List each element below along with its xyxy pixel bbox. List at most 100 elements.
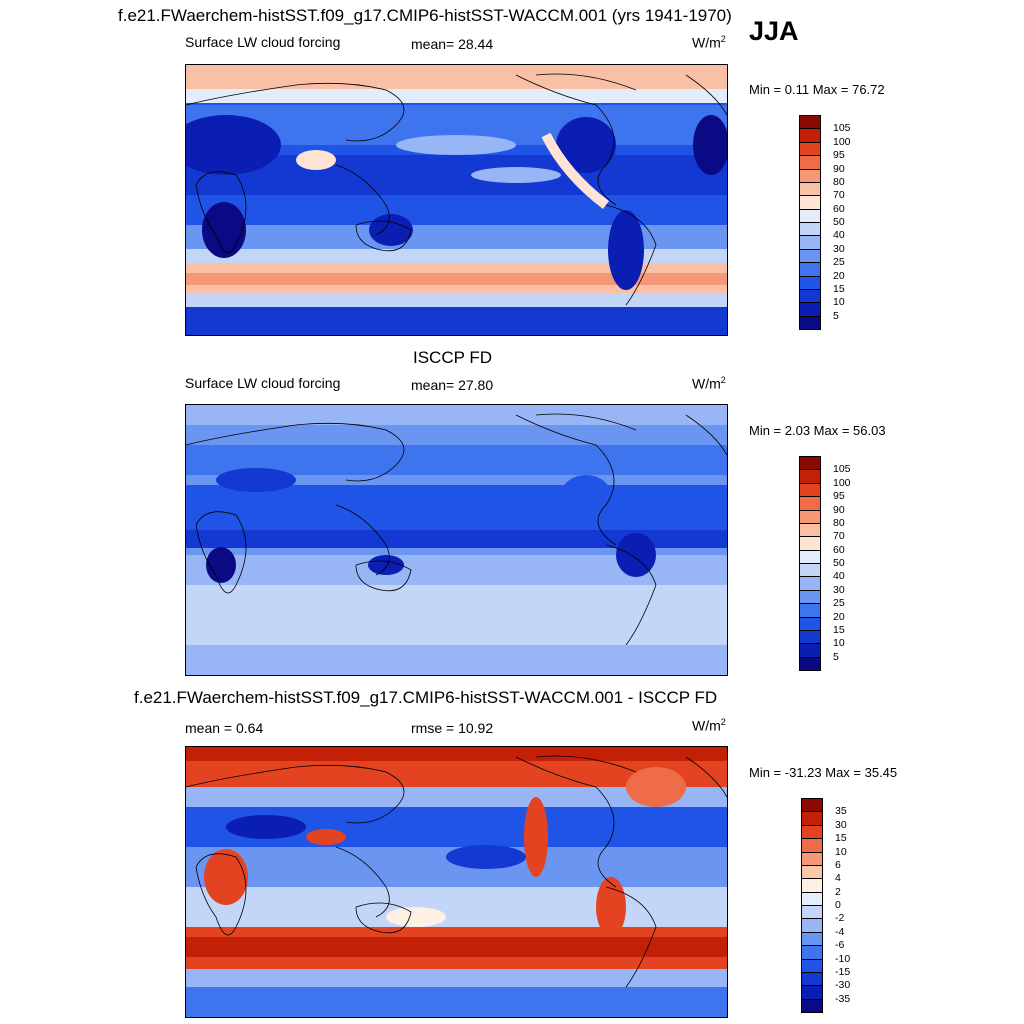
colorbar-label: 20 [833,269,845,282]
colorbar-label: -6 [835,939,845,952]
colorbar-label: 105 [833,122,851,135]
panel3-units-label: W/m2 [692,717,726,734]
colorbar-label: -10 [835,952,851,965]
colorbar-swatch [799,115,821,130]
colorbar-label: 6 [835,858,841,871]
colorbar-swatch [799,128,821,143]
panel3-mean-label: mean = 0.64 [185,720,264,736]
colorbar-label: 40 [833,570,845,583]
colorbar-swatch [799,482,821,498]
panel3-minmax: Min = -31.23 Max = 35.45 [749,765,898,780]
colorbar-swatch [799,656,821,671]
colorbar-label: 70 [833,530,845,543]
colorbar-label: 100 [833,135,851,148]
colorbar-swatch [799,208,821,223]
colorbar-swatch [799,222,821,237]
colorbar-swatch [801,971,823,987]
colorbar-label: 5 [833,309,839,322]
colorbar-label: 25 [833,597,845,610]
colorbar-label: 50 [833,216,845,228]
colorbar-label: 80 [833,175,845,188]
panel3-colorbar: 35 30 15 10 6 4 2 0 -2 -4 -6 -10 -15 -30 -35 [801,798,881,1013]
colorbar-swatch [801,838,823,853]
colorbar-swatch [799,496,821,511]
colorbar-label: 5 [833,650,839,663]
colorbar-swatch [799,563,821,578]
colorbar-swatch [799,643,821,658]
colorbar-label: 10 [833,296,845,309]
colorbar-swatch [799,456,821,471]
colorbar-label: 10 [835,845,847,858]
panel2-mean-label: mean= 27.80 [411,377,494,393]
panel1-mean-label: mean= 28.44 [411,36,494,52]
colorbar-label: 40 [833,229,845,242]
colorbar-swatch [799,141,821,157]
colorbar-swatch [799,589,821,605]
panel1-colorbar: 105 100 95 90 80 70 60 50 40 30 25 20 15 10 5 [799,115,879,330]
colorbar-swatch [799,536,821,551]
colorbar-label: 35 [835,805,847,818]
colorbar-label: 95 [833,149,845,162]
colorbar-label: 95 [833,490,845,503]
colorbar-label: -35 [835,992,851,1005]
colorbar-swatch [801,891,823,906]
colorbar-label: 90 [833,503,845,516]
panel1-map [185,64,728,336]
colorbar-swatch [799,549,821,564]
panel3-rmse-label: rmse = 10.92 [411,720,494,736]
colorbar-swatch [801,864,823,880]
colorbar-swatch [799,315,821,330]
colorbar-label: 30 [833,583,845,596]
colorbar-swatch [799,469,821,484]
colorbar-label: 90 [833,162,845,175]
colorbar-label: 2 [835,885,841,898]
colorbar-swatch [801,824,823,840]
colorbar-swatch [799,576,821,591]
colorbar-swatch [801,905,823,920]
colorbar-label: 30 [835,818,847,831]
colorbar-swatch [801,998,823,1013]
panel2-units-label: W/m2 [692,375,726,392]
colorbar-swatch [799,155,821,170]
colorbar-label: 15 [833,282,845,295]
colorbar-swatch [801,851,823,866]
colorbar-label: 10 [833,637,845,650]
colorbar-label: 70 [833,189,845,202]
colorbar-label: 15 [835,832,847,845]
colorbar-label: 100 [833,476,851,489]
colorbar-swatch [801,878,823,893]
colorbar-swatch [799,181,821,197]
colorbar-label: -2 [835,912,845,925]
season-label: JJA [749,16,799,46]
panel2-colorbar: 105 100 95 90 80 70 60 50 40 30 25 20 15 10 5 [799,456,879,671]
colorbar-swatch [799,235,821,250]
colorbar-swatch [799,275,821,290]
colorbar-swatch [799,522,821,538]
colorbar-swatch [799,195,821,210]
colorbar-swatch [799,288,821,304]
panel2-minmax: Min = 2.03 Max = 56.03 [749,423,886,438]
colorbar-swatch [799,629,821,645]
colorbar-swatch [801,918,823,933]
panel3-map [185,746,728,1018]
panel2-map [185,404,728,676]
colorbar-label: 50 [833,557,845,569]
colorbar-swatch [799,248,821,264]
colorbar-swatch [799,616,821,631]
panel1-units-label: W/m2 [692,34,726,51]
panel1-title: f.e21.FWaerchem-histSST.f09_g17.CMIP6-hi… [118,6,732,25]
panel2-title: ISCCP FD [413,348,493,367]
colorbar-swatch [799,603,821,618]
panel3-title: f.e21.FWaerchem-histSST.f09_g17.CMIP6-hi… [134,688,718,707]
colorbar-label: -15 [835,965,851,978]
colorbar-label: 60 [833,202,845,215]
colorbar-label: 4 [835,872,841,885]
colorbar-label: 30 [833,242,845,255]
colorbar-swatch [799,168,821,183]
colorbar-swatch [799,262,821,277]
colorbar-swatch [801,811,823,826]
colorbar-label: -30 [835,979,851,992]
colorbar-label: 105 [833,463,851,476]
colorbar-label: 0 [835,899,841,911]
colorbar-swatch [799,509,821,524]
